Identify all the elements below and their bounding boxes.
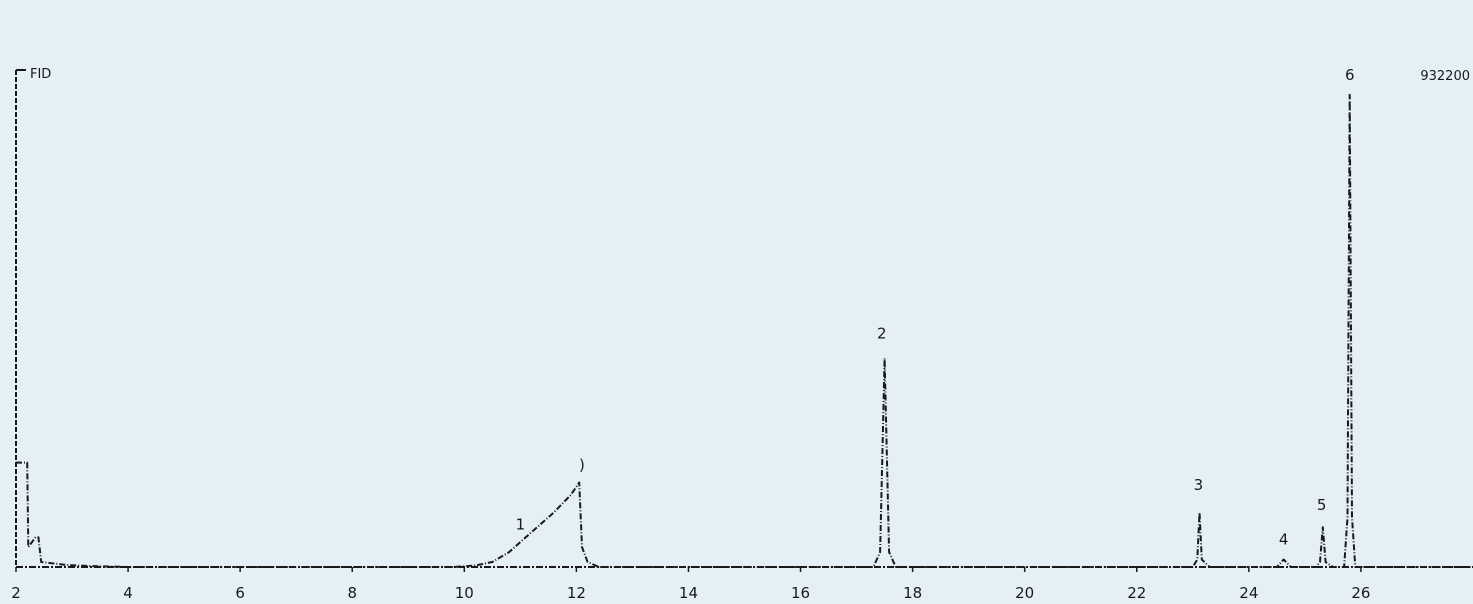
x-tick-label: 24 [1239,584,1258,602]
peak-labels: 1) 2 3 4 5 6 [516,66,1355,549]
peak-label-3: 3 [1194,476,1204,494]
x-tick-label: 10 [455,584,474,602]
x-tick-label: 6 [235,584,245,602]
x-tick-label: 2 [11,584,21,602]
x-tick-label: 8 [347,584,357,602]
x-tick-label: 26 [1351,584,1370,602]
sample-id-label: 932200 [1420,69,1470,84]
peak-label-2: 2 [877,324,887,342]
peak-label-6: 6 [1345,66,1355,84]
peak-label-4: 4 [1279,531,1289,549]
axes [15,69,1473,568]
peak-label-1: 1 [516,516,526,534]
peak-label-): ) [579,456,585,474]
x-tick-label: 20 [1015,584,1034,602]
x-axis-ticks: 2 4 6 8 10 12 14 16 18 20 22 24 26 [11,567,1370,602]
peak-label-5: 5 [1317,496,1327,514]
x-tick-label: 22 [1127,584,1146,602]
detector-label: FID [30,67,51,82]
x-tick-label: 14 [679,584,698,602]
x-tick-label: 16 [791,584,810,602]
x-tick-label: 4 [123,584,133,602]
chromatogram-trace [16,93,1473,568]
x-tick-label: 12 [567,584,586,602]
x-tick-label: 18 [903,584,922,602]
